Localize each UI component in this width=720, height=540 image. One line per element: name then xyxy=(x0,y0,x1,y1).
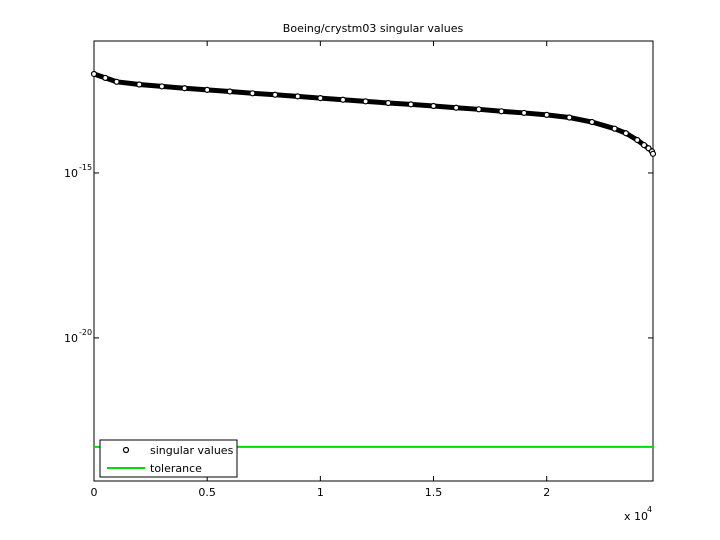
point xyxy=(102,74,109,82)
point xyxy=(407,101,414,108)
point xyxy=(362,98,369,105)
legend xyxy=(99,439,238,478)
point xyxy=(113,78,120,85)
legend-marker xyxy=(122,446,130,454)
x-tick-label: 0 xyxy=(91,486,98,499)
point xyxy=(543,111,550,119)
y-tick-exponent: -20 xyxy=(79,328,92,337)
point xyxy=(226,88,233,95)
point xyxy=(271,91,279,98)
legend-label: tolerance xyxy=(150,462,202,475)
y-tick-label: 10 xyxy=(64,332,78,345)
point xyxy=(622,130,630,137)
y-tick-exponent: -15 xyxy=(79,163,92,172)
x-tick-label: 1 xyxy=(317,486,324,499)
plot-area xyxy=(93,40,654,482)
point xyxy=(611,125,618,132)
point xyxy=(158,83,166,90)
y-tick-label: 10 xyxy=(64,167,78,180)
point xyxy=(649,150,657,157)
x-multiplier-exponent: 4 xyxy=(647,505,652,514)
point xyxy=(90,70,98,78)
point xyxy=(181,85,188,92)
point xyxy=(317,94,324,102)
point xyxy=(475,106,482,113)
point xyxy=(430,102,437,110)
chart-title: Boeing/crystm03 singular values xyxy=(283,22,464,35)
point xyxy=(520,109,528,117)
point xyxy=(339,96,347,103)
point xyxy=(588,118,596,126)
legend-label: singular values xyxy=(150,444,234,457)
point xyxy=(634,136,641,144)
point xyxy=(453,104,460,111)
point xyxy=(249,90,256,97)
point xyxy=(204,86,211,93)
point xyxy=(566,114,573,121)
x-tick-label: 1.5 xyxy=(425,486,443,499)
point xyxy=(294,93,301,100)
point xyxy=(385,99,392,107)
x-multiplier: x 10 xyxy=(624,510,648,523)
point xyxy=(640,141,648,149)
point xyxy=(136,81,143,88)
x-tick-label: 2 xyxy=(543,486,550,499)
point xyxy=(498,108,505,115)
x-tick-label: 0.5 xyxy=(198,486,216,499)
